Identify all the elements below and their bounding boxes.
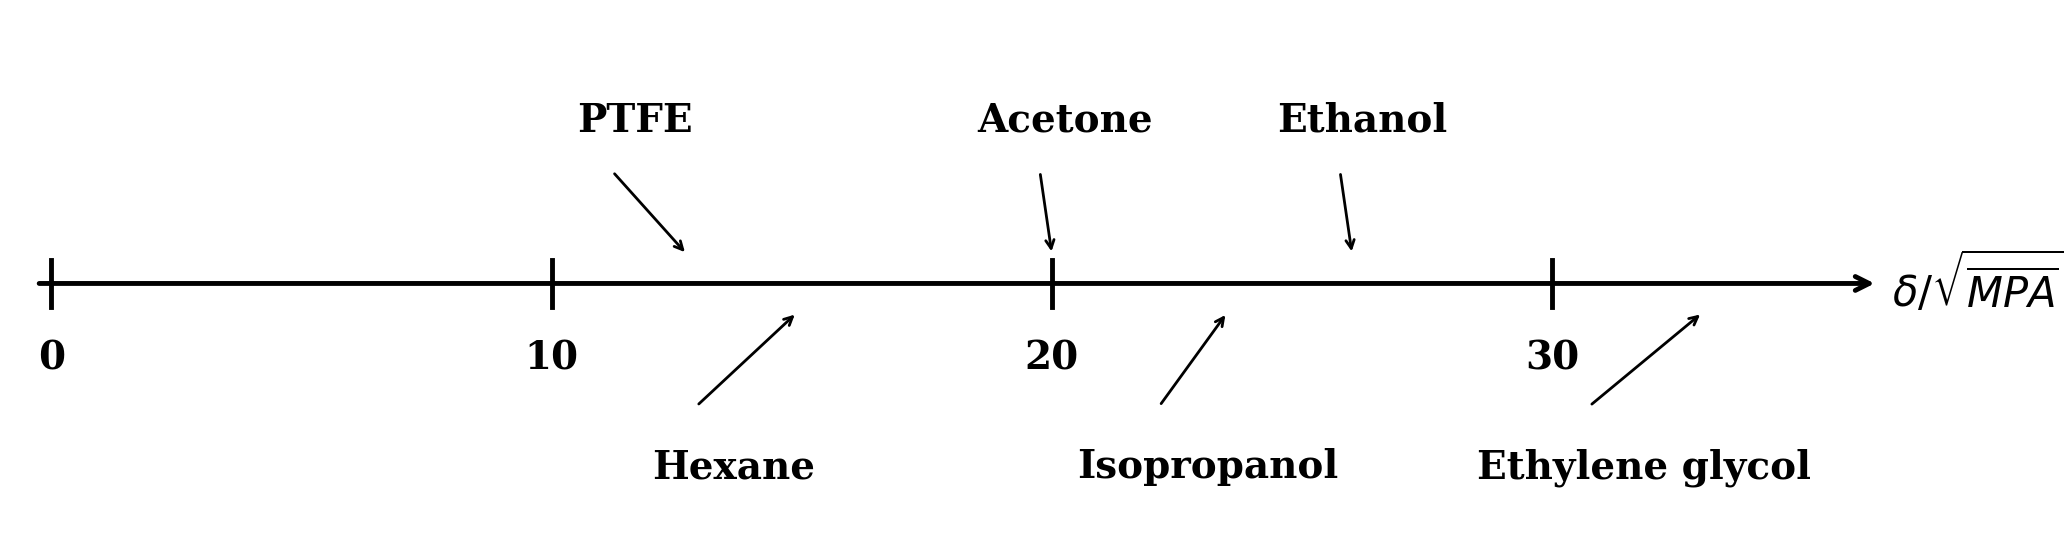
Text: PTFE: PTFE [577, 102, 692, 140]
Text: 10: 10 [525, 339, 579, 377]
Text: Hexane: Hexane [651, 448, 814, 486]
Text: Ethanol: Ethanol [1277, 102, 1447, 140]
Text: Acetone: Acetone [978, 102, 1153, 140]
Text: $\delta/\sqrt{\overline{MPA}}$: $\delta/\sqrt{\overline{MPA}}$ [1893, 251, 2065, 316]
Text: 20: 20 [1025, 339, 1079, 377]
Text: Isopropanol: Isopropanol [1077, 448, 1337, 486]
Text: 30: 30 [1525, 339, 1579, 377]
Text: 0: 0 [37, 339, 64, 377]
Text: Ethylene glycol: Ethylene glycol [1478, 448, 1811, 487]
